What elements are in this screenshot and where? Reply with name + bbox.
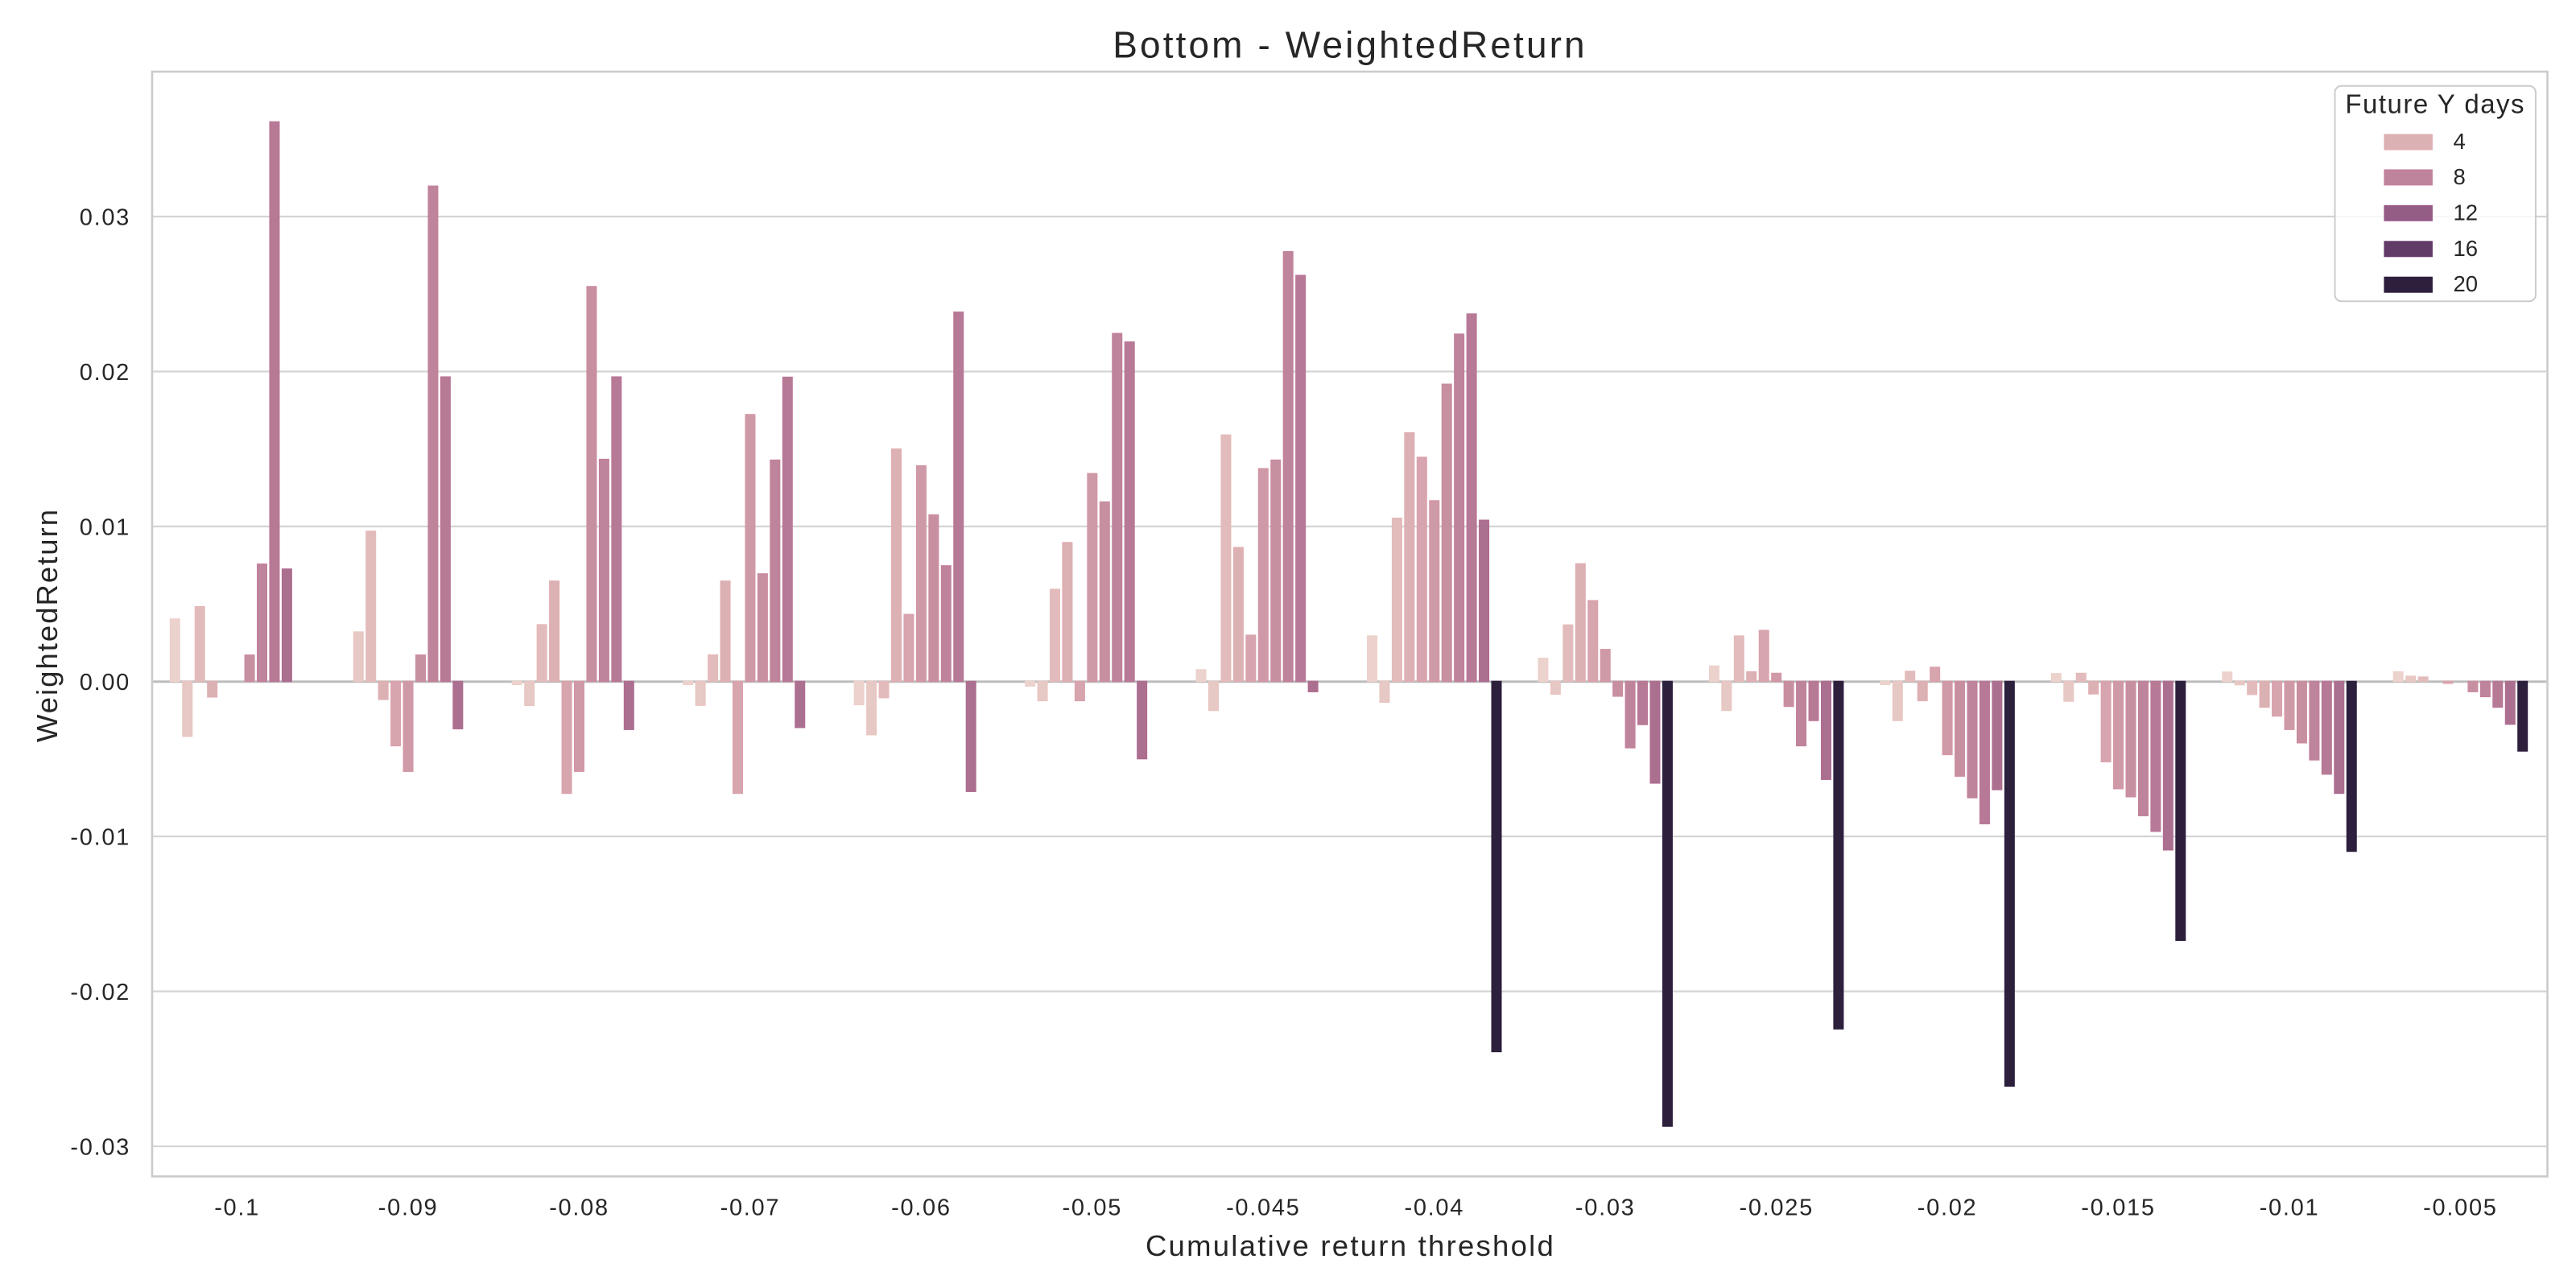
svg-text:-0.04: -0.04 bbox=[1404, 1195, 1464, 1221]
svg-text:-0.07: -0.07 bbox=[720, 1195, 781, 1221]
svg-text:0.02: 0.02 bbox=[80, 360, 130, 386]
svg-text:-0.045: -0.045 bbox=[1226, 1195, 1300, 1221]
svg-text:-0.005: -0.005 bbox=[2423, 1195, 2497, 1221]
svg-text:-0.01: -0.01 bbox=[70, 824, 130, 850]
svg-text:0.00: 0.00 bbox=[80, 670, 130, 696]
svg-text:-0.025: -0.025 bbox=[1739, 1195, 1813, 1221]
svg-text:-0.015: -0.015 bbox=[2081, 1195, 2155, 1221]
svg-text:-0.02: -0.02 bbox=[1918, 1195, 1978, 1221]
svg-text:20: 20 bbox=[2454, 271, 2479, 296]
svg-text:Bottom - WeightedReturn: Bottom - WeightedReturn bbox=[1113, 24, 1587, 66]
svg-text:-0.09: -0.09 bbox=[378, 1195, 439, 1221]
svg-text:-0.03: -0.03 bbox=[1575, 1195, 1636, 1221]
svg-text:12: 12 bbox=[2454, 200, 2479, 225]
svg-text:WeightedReturn: WeightedReturn bbox=[31, 508, 64, 742]
svg-text:-0.02: -0.02 bbox=[70, 980, 130, 1005]
svg-text:0.01: 0.01 bbox=[80, 514, 130, 540]
svg-text:-0.05: -0.05 bbox=[1062, 1195, 1122, 1221]
svg-text:0.03: 0.03 bbox=[80, 204, 130, 230]
svg-text:-0.01: -0.01 bbox=[2260, 1195, 2320, 1221]
svg-text:-0.03: -0.03 bbox=[70, 1134, 130, 1160]
svg-text:Cumulative return threshold: Cumulative return threshold bbox=[1146, 1229, 1555, 1262]
svg-text:Future Y days: Future Y days bbox=[2345, 89, 2525, 119]
svg-text:-0.1: -0.1 bbox=[214, 1195, 260, 1221]
svg-text:-0.06: -0.06 bbox=[891, 1195, 952, 1221]
svg-text:4: 4 bbox=[2454, 129, 2466, 154]
svg-text:-0.08: -0.08 bbox=[549, 1195, 609, 1221]
svg-text:16: 16 bbox=[2454, 236, 2479, 261]
svg-text:8: 8 bbox=[2454, 164, 2466, 189]
